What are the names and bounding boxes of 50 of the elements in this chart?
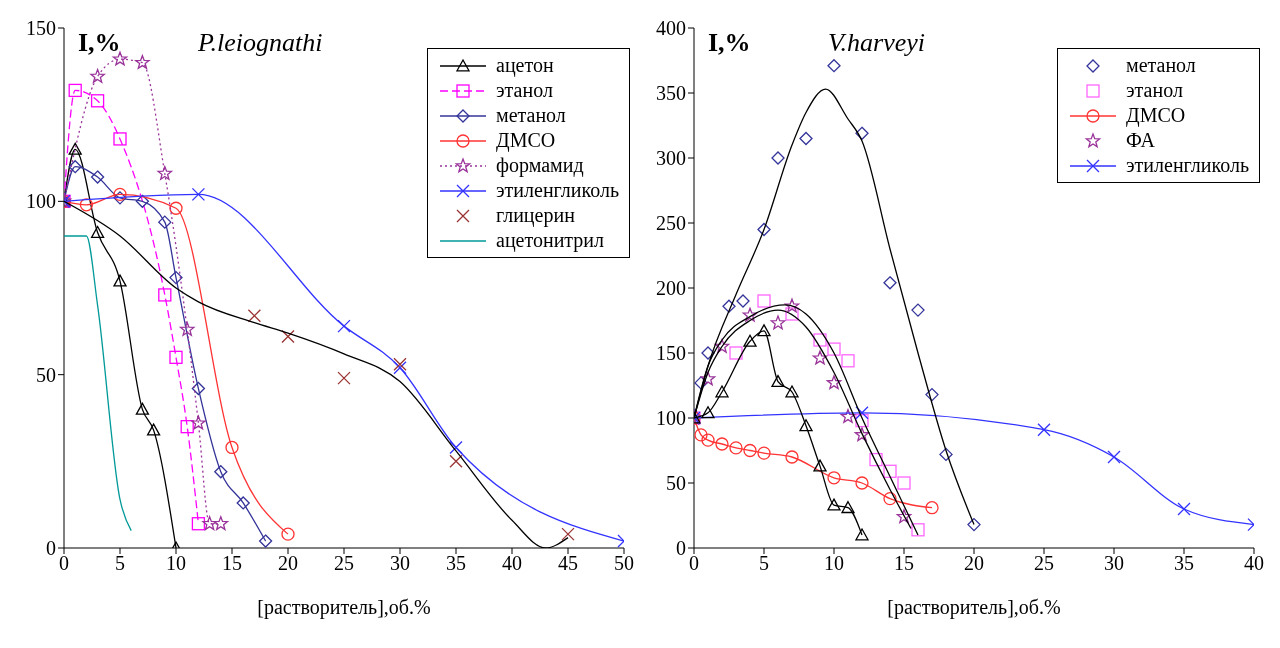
x-tick-label: 10	[824, 552, 844, 575]
x-tick-label: 40	[502, 552, 522, 575]
x-tick-label: 15	[222, 552, 242, 575]
y-axis-title: I,%	[78, 28, 121, 58]
legend-label: ацетон	[496, 54, 554, 77]
legend-label: ацетонитрил	[496, 229, 605, 252]
y-tick-label: 300	[656, 147, 686, 170]
legend-label: этиленгликоль	[1126, 154, 1249, 177]
legend-label: этанол	[1126, 79, 1183, 102]
y-tick-label: 350	[656, 82, 686, 105]
legend-label: этиленгликоль	[496, 179, 619, 202]
y-axis-title: I,%	[708, 28, 751, 58]
y-tick-label: 0	[676, 537, 686, 560]
x-tick-label: 5	[115, 552, 125, 575]
chart-title: V.harveyi	[828, 28, 925, 58]
x-tick-label: 40	[1244, 552, 1264, 575]
legend-label: метанол	[1126, 54, 1196, 77]
x-tick-label: 35	[1174, 552, 1194, 575]
y-tick-label: 0	[46, 537, 56, 560]
legend-label: ДМСО	[496, 129, 556, 152]
y-tick-label: 250	[656, 212, 686, 235]
legend-label: формамид	[496, 154, 584, 177]
legend-label: метанол	[496, 104, 566, 127]
x-tick-label: 35	[446, 552, 466, 575]
legend-label: этанол	[496, 79, 553, 102]
chart-title: P.leiognathi	[198, 28, 323, 58]
y-tick-label: 150	[26, 17, 56, 40]
x-tick-label: 30	[390, 552, 410, 575]
y-tick-label: 50	[36, 363, 56, 386]
y-tick-label: 200	[656, 277, 686, 300]
x-tick-label: 50	[614, 552, 634, 575]
x-tick-label: 30	[1104, 552, 1124, 575]
y-tick-label: 150	[656, 342, 686, 365]
legend-label: ФА	[1126, 129, 1155, 152]
y-tick-label: 50	[666, 472, 686, 495]
x-tick-label: 45	[558, 552, 578, 575]
x-tick-label: 10	[166, 552, 186, 575]
legend-label: ДМСО	[1126, 104, 1186, 127]
x-tick-label: 15	[894, 552, 914, 575]
y-tick-label: 100	[656, 407, 686, 430]
x-axis-title: [растворитель],об.%	[257, 596, 431, 619]
x-tick-label: 5	[759, 552, 769, 575]
x-tick-label: 25	[1034, 552, 1054, 575]
y-tick-label: 100	[26, 190, 56, 213]
legend-label: глицерин	[496, 204, 575, 227]
x-axis-title: [растворитель],об.%	[887, 596, 1061, 619]
x-tick-label: 25	[334, 552, 354, 575]
x-tick-label: 20	[964, 552, 984, 575]
y-tick-label: 400	[656, 17, 686, 40]
x-tick-label: 20	[278, 552, 298, 575]
